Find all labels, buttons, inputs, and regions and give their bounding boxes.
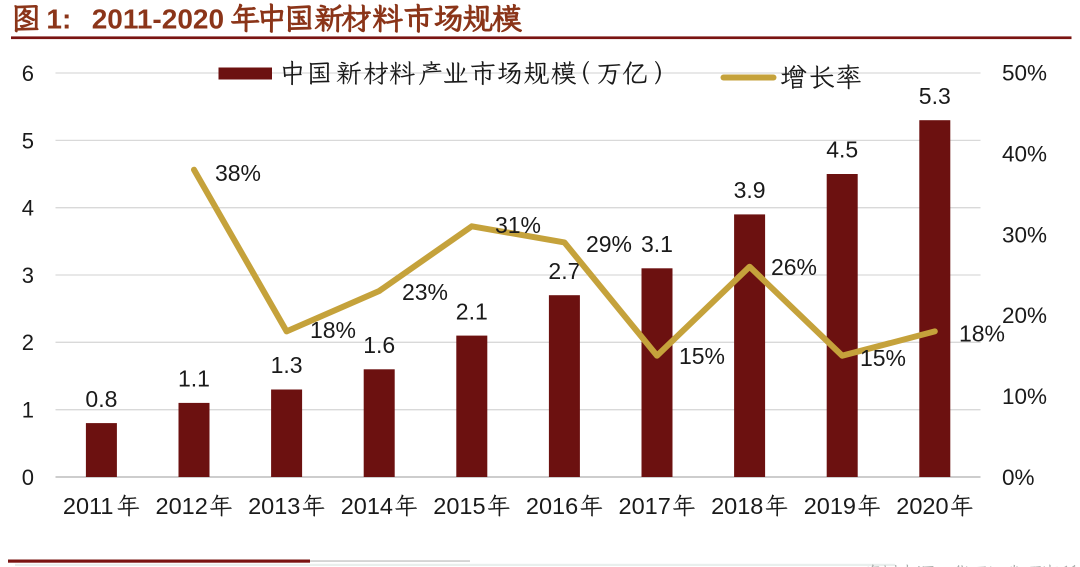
svg-text:0: 0	[22, 465, 34, 490]
svg-text:2015: 2015	[433, 493, 485, 519]
svg-text:20%: 20%	[1002, 303, 1047, 328]
svg-text:18%: 18%	[959, 321, 1005, 347]
svg-text:26%: 26%	[771, 254, 817, 280]
svg-text:18%: 18%	[310, 317, 356, 343]
svg-text:1.3: 1.3	[271, 352, 303, 378]
svg-text:2014: 2014	[341, 493, 393, 519]
svg-text:2.7: 2.7	[548, 258, 580, 284]
svg-text:5: 5	[22, 128, 34, 153]
svg-text:3: 3	[22, 263, 34, 288]
svg-text:6: 6	[22, 61, 34, 86]
svg-text:29%: 29%	[586, 231, 632, 257]
svg-text:5.3: 5.3	[919, 83, 951, 109]
svg-text:0%: 0%	[1002, 465, 1035, 490]
svg-text:2012: 2012	[156, 493, 208, 519]
svg-text:2011-2020: 2011-2020	[92, 3, 224, 34]
svg-text:2013: 2013	[248, 493, 300, 519]
svg-text:2019: 2019	[804, 493, 856, 519]
svg-text:50%: 50%	[1002, 61, 1047, 86]
svg-text:1:: 1:	[46, 3, 71, 34]
svg-text:4: 4	[22, 196, 34, 221]
svg-text:3.9: 3.9	[734, 177, 766, 203]
svg-text:31%: 31%	[495, 212, 541, 238]
svg-text:15%: 15%	[860, 345, 906, 371]
svg-text:23%: 23%	[402, 279, 448, 305]
svg-text:0.8: 0.8	[85, 386, 117, 412]
svg-text:1.6: 1.6	[363, 332, 395, 358]
svg-text:4.5: 4.5	[826, 137, 858, 163]
svg-text:15%: 15%	[679, 343, 725, 369]
svg-text:38%: 38%	[215, 160, 261, 186]
svg-text:2018: 2018	[711, 493, 763, 519]
svg-text:30%: 30%	[1002, 222, 1047, 247]
svg-text:1: 1	[22, 398, 34, 423]
svg-text:10%: 10%	[1002, 384, 1047, 409]
svg-text:2016: 2016	[526, 493, 578, 519]
svg-text:2: 2	[22, 330, 34, 355]
svg-text:2011: 2011	[63, 493, 114, 519]
svg-text:1.1: 1.1	[178, 366, 210, 392]
svg-text:3.1: 3.1	[641, 231, 673, 257]
svg-text:2020: 2020	[896, 493, 948, 519]
svg-text:40%: 40%	[1002, 142, 1047, 167]
svg-text:2017: 2017	[619, 493, 671, 519]
svg-text:2.1: 2.1	[456, 298, 488, 324]
